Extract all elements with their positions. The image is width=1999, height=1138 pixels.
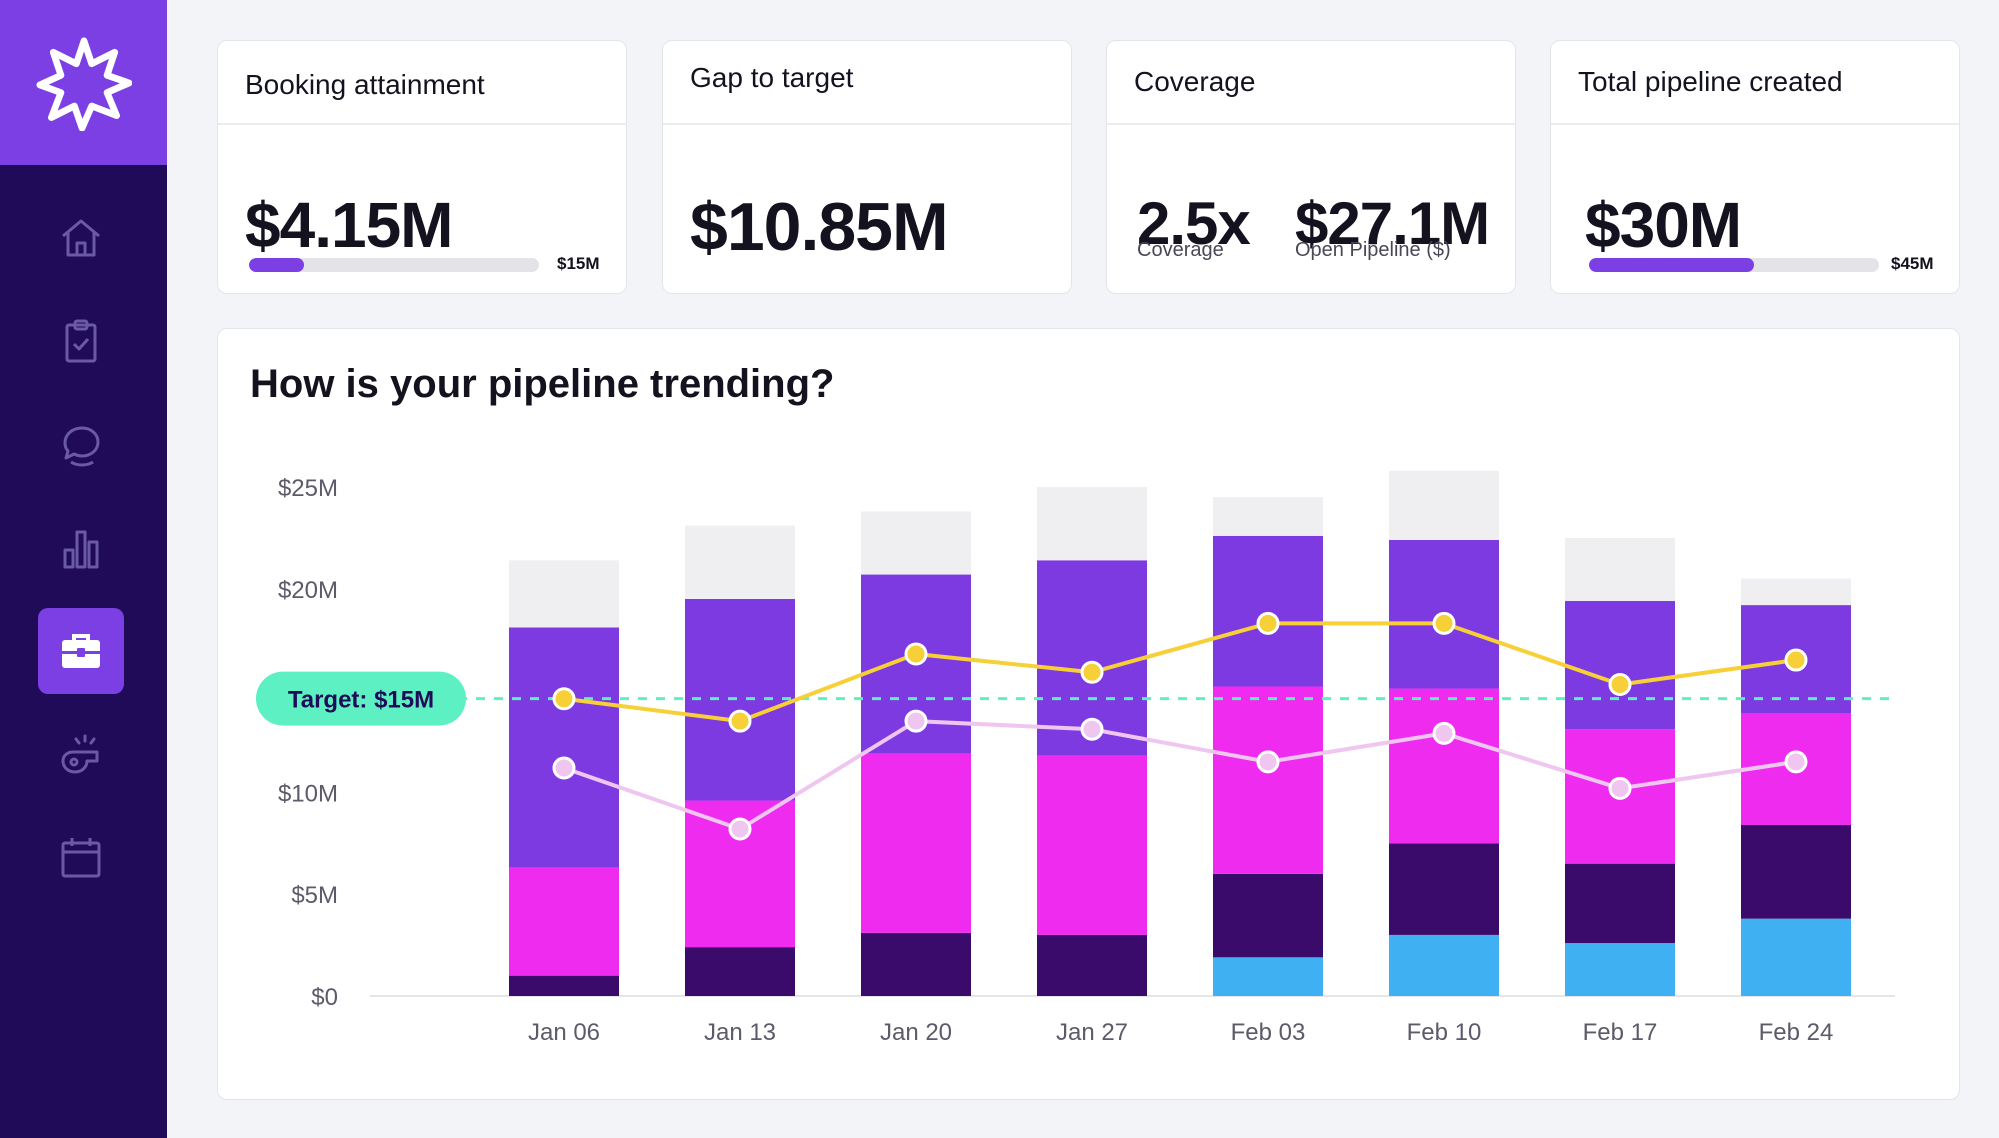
total-pipeline-card[interactable]: Total pipeline created $30M $45M <box>1550 40 1960 294</box>
nav-deals[interactable] <box>38 608 124 694</box>
booking-attainment-value: $4.15M <box>245 189 453 261</box>
nav-analytics[interactable] <box>38 505 124 591</box>
booking-attainment-title: Booking attainment <box>245 69 485 100</box>
app-logo[interactable] <box>0 0 167 165</box>
total-progress-bar <box>1589 258 1879 272</box>
whistle-icon <box>61 734 99 774</box>
coverage-ratio-label: Coverage <box>1137 239 1224 261</box>
total-target-label: $45M <box>1891 254 1934 273</box>
bar-chart-icon <box>63 530 99 569</box>
gap-to-target-card[interactable]: Gap to target $10.85M <box>662 40 1072 294</box>
total-pipeline-value: $30M <box>1585 189 1742 261</box>
nav-tasks[interactable] <box>38 298 124 384</box>
nav-home[interactable] <box>38 195 124 281</box>
starburst-logo-icon <box>35 36 132 131</box>
coverage-card[interactable]: Coverage 2.5x Coverage $27.1M Open Pipel… <box>1106 40 1516 294</box>
gap-to-target-title: Gap to target <box>690 62 854 93</box>
nav-calendar[interactable] <box>38 815 124 901</box>
clipboard-check-icon <box>65 319 97 363</box>
booking-target-label: $15M <box>557 254 600 273</box>
booking-attainment-card[interactable]: Booking attainment $4.15M $15M <box>217 40 627 294</box>
chat-bubbles-icon <box>63 426 100 467</box>
coverage-ratio-value: 2.5x <box>1137 190 1251 257</box>
nav-conversations[interactable] <box>38 402 124 488</box>
card-divider <box>1107 123 1515 125</box>
open-pipeline-value: $27.1M <box>1295 190 1490 257</box>
open-pipeline-label: Open Pipeline ($) <box>1295 239 1451 261</box>
card-divider <box>1551 123 1959 125</box>
briefcase-icon <box>62 634 100 668</box>
total-progress-fill <box>1589 258 1755 272</box>
chart-title: How is your pipeline trending? <box>250 362 835 406</box>
booking-progress-fill <box>249 258 305 272</box>
gap-to-target-value: $10.85M <box>690 189 949 265</box>
booking-progress-bar <box>249 258 539 272</box>
total-pipeline-title: Total pipeline created <box>1578 66 1843 97</box>
coverage-title: Coverage <box>1134 66 1256 97</box>
card-divider <box>663 123 1071 125</box>
home-icon <box>62 219 100 257</box>
pipeline-trend-panel <box>217 328 1960 1100</box>
nav-coaching[interactable] <box>38 712 124 798</box>
calendar-icon <box>61 838 101 878</box>
sidebar <box>0 0 167 1138</box>
card-divider <box>218 123 626 125</box>
